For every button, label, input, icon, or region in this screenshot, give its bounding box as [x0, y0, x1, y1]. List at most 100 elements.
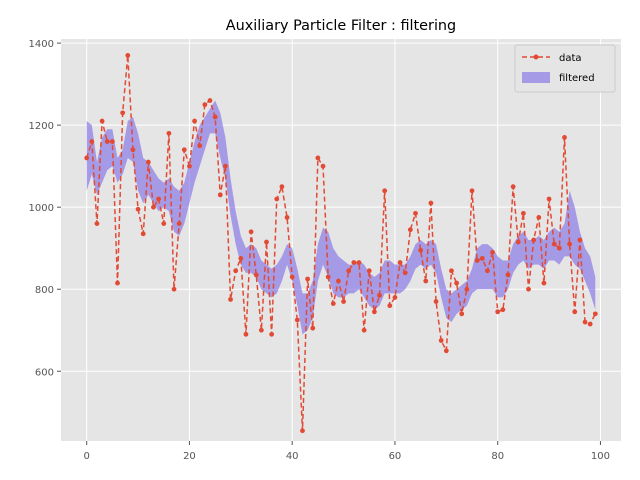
legend-label-data: data	[559, 53, 582, 64]
data-point	[161, 221, 167, 226]
data-point	[577, 237, 583, 243]
data-markers	[84, 53, 598, 434]
data-point	[556, 245, 562, 251]
legend-data-marker	[533, 54, 539, 60]
data-point	[454, 280, 459, 286]
data-point	[474, 258, 480, 263]
y-tick-label: 1400	[29, 39, 54, 50]
data-point	[305, 276, 311, 282]
data-point	[115, 280, 120, 286]
data-point	[562, 135, 567, 140]
data-point	[238, 256, 244, 261]
data-point	[351, 260, 357, 265]
data-point	[171, 286, 177, 292]
data-point	[413, 210, 418, 216]
data-point	[94, 221, 100, 226]
y-tick-label: 800	[35, 285, 54, 296]
data-point	[485, 268, 490, 274]
x-tick-label: 60	[389, 451, 402, 462]
data-point	[156, 196, 162, 202]
data-point	[377, 292, 382, 298]
data-series-line	[85, 55, 596, 431]
data-point	[120, 110, 126, 116]
data-point	[428, 200, 434, 206]
data-point	[125, 53, 131, 58]
data-point	[587, 321, 593, 327]
data-point	[438, 338, 444, 343]
chart-title: Auxiliary Particle Filter : filtering	[226, 18, 456, 34]
data-point	[490, 249, 495, 255]
data-point	[145, 159, 151, 165]
data-point	[582, 319, 588, 325]
data-point	[300, 428, 305, 434]
data-point	[520, 210, 526, 216]
data-point	[294, 317, 300, 323]
data-point	[248, 229, 254, 235]
data-point	[197, 143, 203, 149]
data-point	[192, 118, 197, 124]
data-point	[104, 139, 110, 144]
data-point	[233, 268, 239, 274]
x-tick-label: 80	[491, 451, 504, 462]
data-point	[264, 239, 269, 245]
data-point	[551, 241, 557, 247]
data-point	[541, 280, 547, 286]
data-point	[341, 299, 346, 304]
x-tick-label: 0	[84, 451, 90, 462]
data-point	[567, 241, 573, 247]
data-point	[325, 274, 331, 280]
y-tick-label: 1200	[29, 121, 54, 132]
data-point	[228, 297, 233, 302]
data-point	[505, 272, 511, 278]
data-point	[531, 237, 537, 243]
x-tick-label: 20	[183, 451, 196, 462]
data-line-layer	[85, 55, 596, 431]
data-point	[371, 309, 377, 315]
y-tick-label: 1000	[29, 203, 54, 214]
data-point	[99, 118, 105, 124]
data-point	[243, 331, 249, 337]
data-point	[423, 278, 429, 284]
data-point	[140, 231, 146, 237]
data-point	[366, 268, 372, 274]
data-point	[274, 196, 280, 202]
data-point	[130, 147, 136, 153]
data-point	[284, 215, 290, 220]
filtered-band-layer	[86, 100, 596, 335]
data-point	[223, 163, 228, 169]
data-point	[479, 256, 485, 261]
data-point	[536, 215, 542, 220]
data-point	[392, 295, 398, 300]
data-point	[459, 311, 465, 317]
data-point	[279, 184, 285, 190]
data-point	[510, 184, 516, 190]
data-point	[500, 307, 506, 313]
data-point	[464, 286, 470, 292]
data-point	[202, 102, 208, 108]
data-point	[361, 327, 367, 333]
x-tick-label: 100	[591, 451, 610, 462]
data-point	[402, 270, 408, 276]
legend-label-filtered: filtered	[559, 73, 595, 84]
legend: data filtered	[514, 44, 616, 93]
data-point	[526, 286, 531, 292]
data-point	[382, 188, 388, 194]
data-point	[387, 303, 393, 309]
data-point	[181, 147, 187, 153]
data-point	[592, 311, 598, 317]
data-point	[449, 268, 454, 274]
filtered-band	[86, 100, 596, 335]
data-point	[443, 348, 449, 354]
data-point	[346, 268, 352, 274]
legend-filtered-swatch	[522, 72, 550, 83]
tick-labels: 0 20 40 60 80 100 600 800 1000 1200 1400	[29, 39, 610, 462]
data-point	[418, 247, 424, 253]
data-point	[469, 188, 475, 194]
data-point	[546, 196, 552, 202]
data-point	[258, 327, 264, 333]
data-point	[151, 204, 156, 210]
x-tick-label: 40	[286, 451, 299, 462]
data-point	[310, 325, 316, 331]
data-point	[320, 163, 326, 169]
